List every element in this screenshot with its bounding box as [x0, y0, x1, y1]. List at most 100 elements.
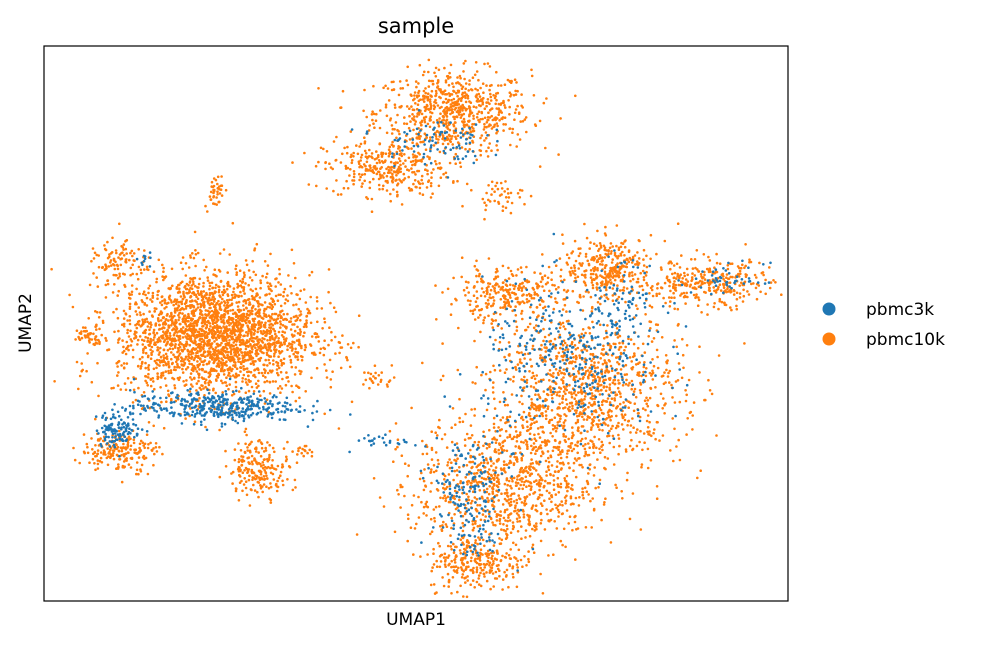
point-pbmc10k	[460, 113, 463, 117]
point-pbmc10k	[494, 338, 497, 342]
point-pbmc10k	[764, 292, 767, 296]
point-pbmc10k	[419, 135, 422, 138]
point-pbmc10k	[659, 266, 663, 269]
point-pbmc10k	[150, 323, 153, 327]
point-pbmc10k	[752, 282, 755, 285]
point-pbmc10k	[530, 68, 533, 72]
point-pbmc10k	[501, 116, 505, 119]
point-pbmc10k	[135, 461, 139, 464]
point-pbmc10k	[495, 98, 498, 102]
point-pbmc10k	[681, 277, 684, 280]
point-pbmc10k	[283, 342, 286, 346]
point-pbmc10k	[476, 97, 480, 101]
point-pbmc10k	[241, 489, 244, 493]
point-pbmc10k	[521, 106, 524, 109]
point-pbmc10k	[277, 293, 281, 297]
point-pbmc10k	[129, 444, 133, 448]
point-pbmc10k	[207, 301, 210, 305]
point-pbmc10k	[397, 147, 400, 150]
point-pbmc10k	[164, 318, 168, 322]
point-pbmc10k	[636, 280, 640, 284]
point-pbmc10k	[459, 76, 462, 80]
point-pbmc10k	[464, 280, 468, 284]
point-pbmc10k	[646, 447, 650, 451]
point-pbmc10k	[226, 353, 229, 357]
point-pbmc10k	[182, 360, 185, 363]
point-pbmc10k	[95, 328, 98, 331]
point-pbmc10k	[697, 270, 700, 273]
point-pbmc10k	[269, 315, 273, 319]
point-pbmc10k	[149, 298, 152, 301]
point-pbmc10k	[357, 314, 361, 318]
point-pbmc10k	[390, 88, 394, 92]
point-pbmc10k	[130, 284, 134, 287]
point-pbmc10k	[253, 332, 256, 335]
point-pbmc10k	[98, 459, 102, 463]
point-pbmc10k	[699, 469, 702, 473]
point-pbmc10k	[263, 325, 266, 329]
point-pbmc10k	[255, 367, 259, 371]
point-pbmc10k	[359, 175, 362, 179]
point-pbmc10k	[270, 464, 274, 467]
point-pbmc10k	[214, 290, 217, 294]
point-pbmc10k	[387, 99, 391, 102]
point-pbmc10k	[451, 135, 454, 138]
point-pbmc10k	[477, 274, 481, 278]
point-pbmc10k	[673, 271, 677, 275]
point-pbmc10k	[162, 356, 166, 360]
point-pbmc10k	[133, 448, 136, 452]
point-pbmc10k	[325, 376, 329, 379]
point-pbmc10k	[268, 355, 272, 358]
point-pbmc10k	[129, 338, 133, 341]
point-pbmc10k	[427, 58, 431, 62]
point-pbmc10k	[158, 351, 161, 354]
point-pbmc10k	[679, 294, 682, 297]
point-pbmc10k	[259, 454, 263, 458]
point-pbmc10k	[122, 454, 126, 458]
point-pbmc10k	[620, 241, 623, 245]
point-pbmc10k	[673, 296, 676, 300]
point-pbmc10k	[368, 148, 371, 152]
point-pbmc10k	[135, 272, 139, 276]
cluster-pbmc10k-1	[291, 134, 470, 213]
point-pbmc10k	[359, 142, 363, 146]
point-pbmc10k	[544, 146, 547, 150]
point-pbmc10k	[149, 357, 153, 361]
point-pbmc10k	[542, 339, 545, 343]
point-pbmc10k	[106, 447, 109, 450]
point-pbmc10k	[86, 445, 89, 449]
point-pbmc10k	[392, 144, 395, 148]
point-pbmc10k	[257, 495, 260, 499]
point-pbmc10k	[479, 330, 482, 334]
point-pbmc10k	[242, 312, 245, 316]
point-pbmc10k	[446, 287, 450, 291]
point-pbmc10k	[172, 303, 175, 307]
point-pbmc10k	[223, 301, 227, 305]
point-pbmc10k	[435, 318, 438, 321]
point-pbmc10k	[422, 100, 426, 103]
point-pbmc10k	[289, 328, 293, 331]
point-pbmc10k	[126, 441, 130, 444]
point-pbmc10k	[462, 123, 466, 127]
point-pbmc10k	[152, 463, 155, 467]
point-pbmc10k	[137, 306, 140, 309]
point-pbmc10k	[487, 257, 491, 260]
point-pbmc10k	[327, 290, 330, 294]
point-pbmc10k	[488, 296, 492, 299]
point-pbmc10k	[394, 121, 398, 124]
point-pbmc10k	[408, 114, 411, 118]
point-pbmc10k	[442, 116, 445, 119]
point-pbmc10k	[279, 370, 283, 374]
point-pbmc10k	[226, 334, 230, 337]
point-pbmc10k	[323, 339, 326, 343]
point-pbmc10k	[225, 376, 228, 380]
point-pbmc10k	[396, 183, 399, 187]
point-pbmc10k	[194, 336, 197, 340]
point-pbmc10k	[229, 309, 232, 312]
point-pbmc10k	[170, 267, 174, 271]
point-pbmc10k	[431, 82, 435, 86]
point-pbmc10k	[503, 305, 507, 308]
point-pbmc10k	[712, 305, 716, 309]
point-pbmc10k	[156, 346, 159, 349]
point-pbmc10k	[422, 140, 425, 143]
